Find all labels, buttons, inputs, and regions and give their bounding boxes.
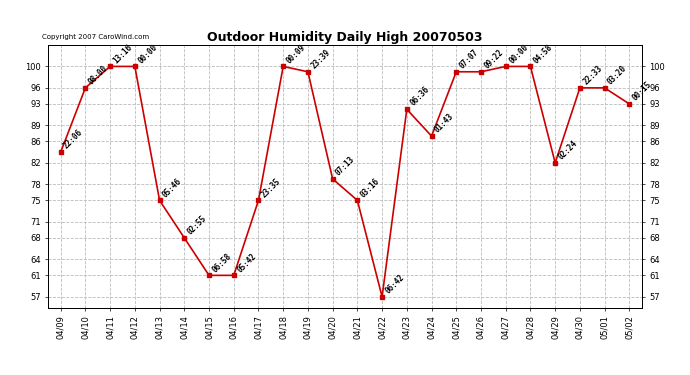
Text: 05:46: 05:46 xyxy=(161,176,184,199)
Text: 06:36: 06:36 xyxy=(408,85,431,108)
Text: 00:00: 00:00 xyxy=(136,42,159,65)
Text: 03:16: 03:16 xyxy=(359,176,382,199)
Text: 07:13: 07:13 xyxy=(334,155,357,177)
Text: 08:00: 08:00 xyxy=(87,64,110,87)
Text: 00:15: 00:15 xyxy=(631,80,653,102)
Text: 02:55: 02:55 xyxy=(186,214,208,237)
Text: 22:33: 22:33 xyxy=(581,64,604,87)
Text: 00:00: 00:00 xyxy=(507,42,530,65)
Text: 07:07: 07:07 xyxy=(457,48,480,70)
Text: 04:58: 04:58 xyxy=(532,42,555,65)
Text: 00:09: 00:09 xyxy=(284,42,307,65)
Text: 05:42: 05:42 xyxy=(235,251,258,274)
Text: 01:43: 01:43 xyxy=(433,112,455,135)
Text: 13:16: 13:16 xyxy=(112,42,135,65)
Text: 23:39: 23:39 xyxy=(309,48,332,70)
Text: 06:42: 06:42 xyxy=(384,273,406,296)
Text: 23:35: 23:35 xyxy=(260,176,283,199)
Text: 03:20: 03:20 xyxy=(606,64,629,87)
Text: 06:58: 06:58 xyxy=(210,251,233,274)
Text: Copyright 2007 CaroWind.com: Copyright 2007 CaroWind.com xyxy=(42,34,150,40)
Text: 02:24: 02:24 xyxy=(557,139,580,162)
Title: Outdoor Humidity Daily High 20070503: Outdoor Humidity Daily High 20070503 xyxy=(207,31,483,44)
Text: 09:22: 09:22 xyxy=(482,48,505,70)
Text: 22:06: 22:06 xyxy=(62,128,85,151)
